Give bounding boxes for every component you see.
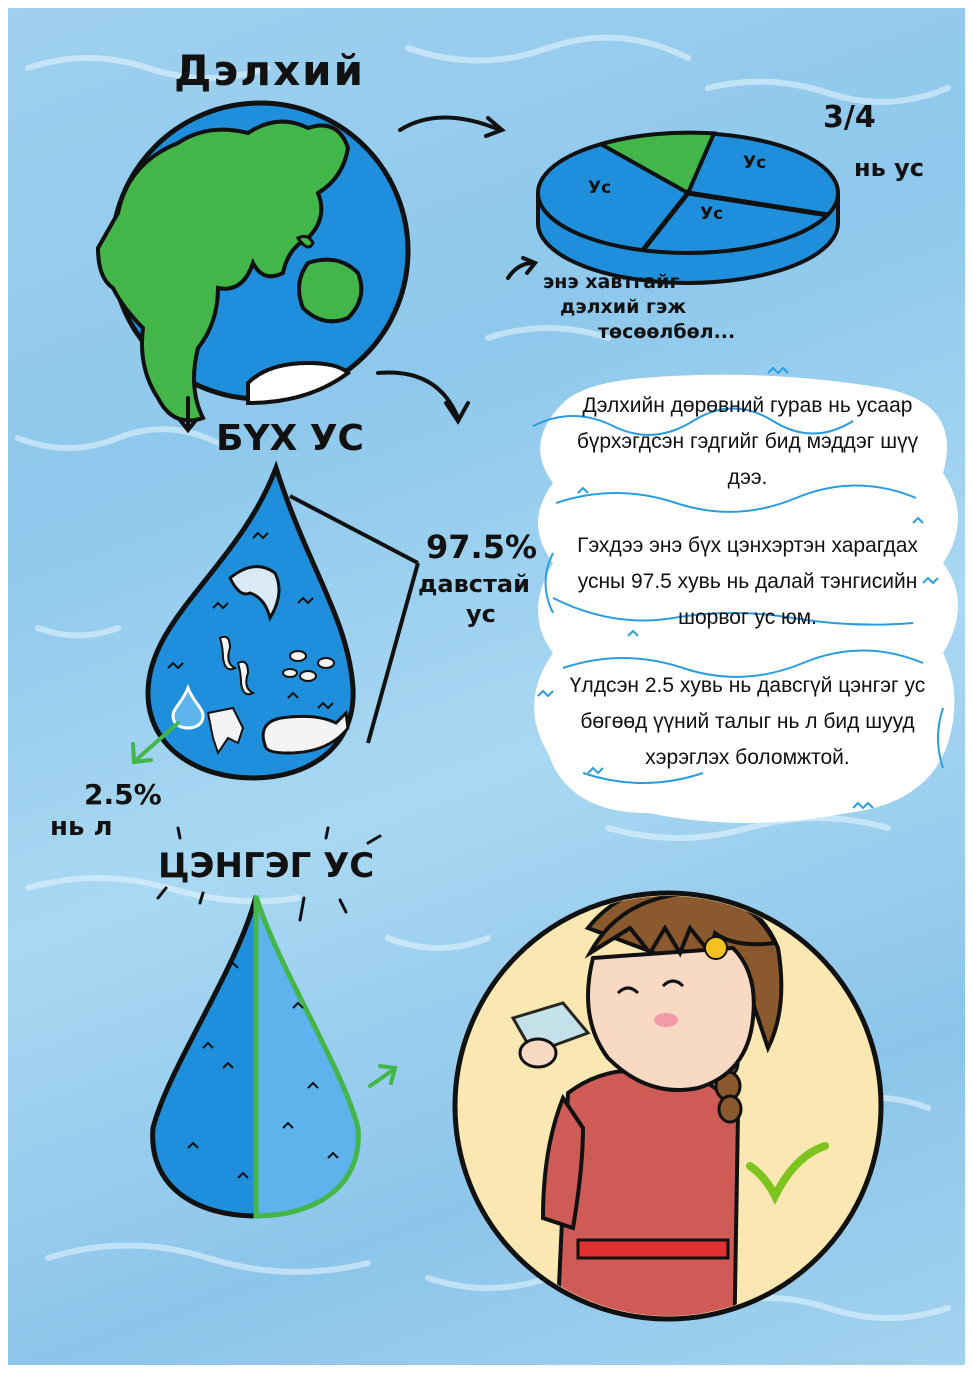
- fresh-water-drop: [153, 828, 380, 1216]
- pie-fraction-note: нь ус: [854, 154, 924, 182]
- salt-label-line-2: ус: [466, 600, 496, 628]
- pie-slice-label-2: Ус: [743, 153, 766, 173]
- paragraph-3: Үлдсэн 2.5 хувь нь давсгүй цэнгэг ус бөг…: [560, 668, 935, 776]
- pie-chart-disc: [538, 133, 838, 283]
- girl-arrow: [370, 1066, 395, 1086]
- fresh-percent: 2.5%: [84, 778, 162, 811]
- pie-caption-line-2: дэлхий гэж: [560, 296, 686, 318]
- cloud-text-block: Дэлхийн дөрөвний гурав нь усаар бүрхэгдс…: [560, 388, 935, 776]
- fresh-water-heading: ЦЭНГЭГ УС: [158, 846, 374, 886]
- paragraph-2: Гэхдээ энэ бүх цэнхэртэн харагдах усны 9…: [560, 528, 935, 636]
- pie-caption-line-3: төсөөлбөл...: [598, 321, 735, 343]
- pie-caption-line-1: энэ хавтгайг: [543, 271, 679, 293]
- salt-label-line-1: давстай: [418, 570, 530, 598]
- earth-globe: [98, 103, 408, 421]
- salt-percent: 97.5%: [426, 528, 537, 566]
- fresh-note: нь л: [50, 812, 113, 842]
- pie-slice-label-3: Ус: [700, 204, 723, 224]
- girl-drinking-illustration: [455, 886, 881, 1365]
- pie-slice-label-1: Ус: [588, 178, 611, 198]
- infographic-page: Дэлхий 3/4 нь ус Ус Ус Ус энэ хавтгайг д…: [8, 8, 965, 1365]
- all-water-heading: БҮХ УС: [216, 418, 364, 459]
- paragraph-1: Дэлхийн дөрөвний гурав нь усаар бүрхэгдс…: [560, 388, 935, 496]
- page-title: Дэлхий: [174, 46, 365, 95]
- pie-fraction: 3/4: [823, 100, 876, 135]
